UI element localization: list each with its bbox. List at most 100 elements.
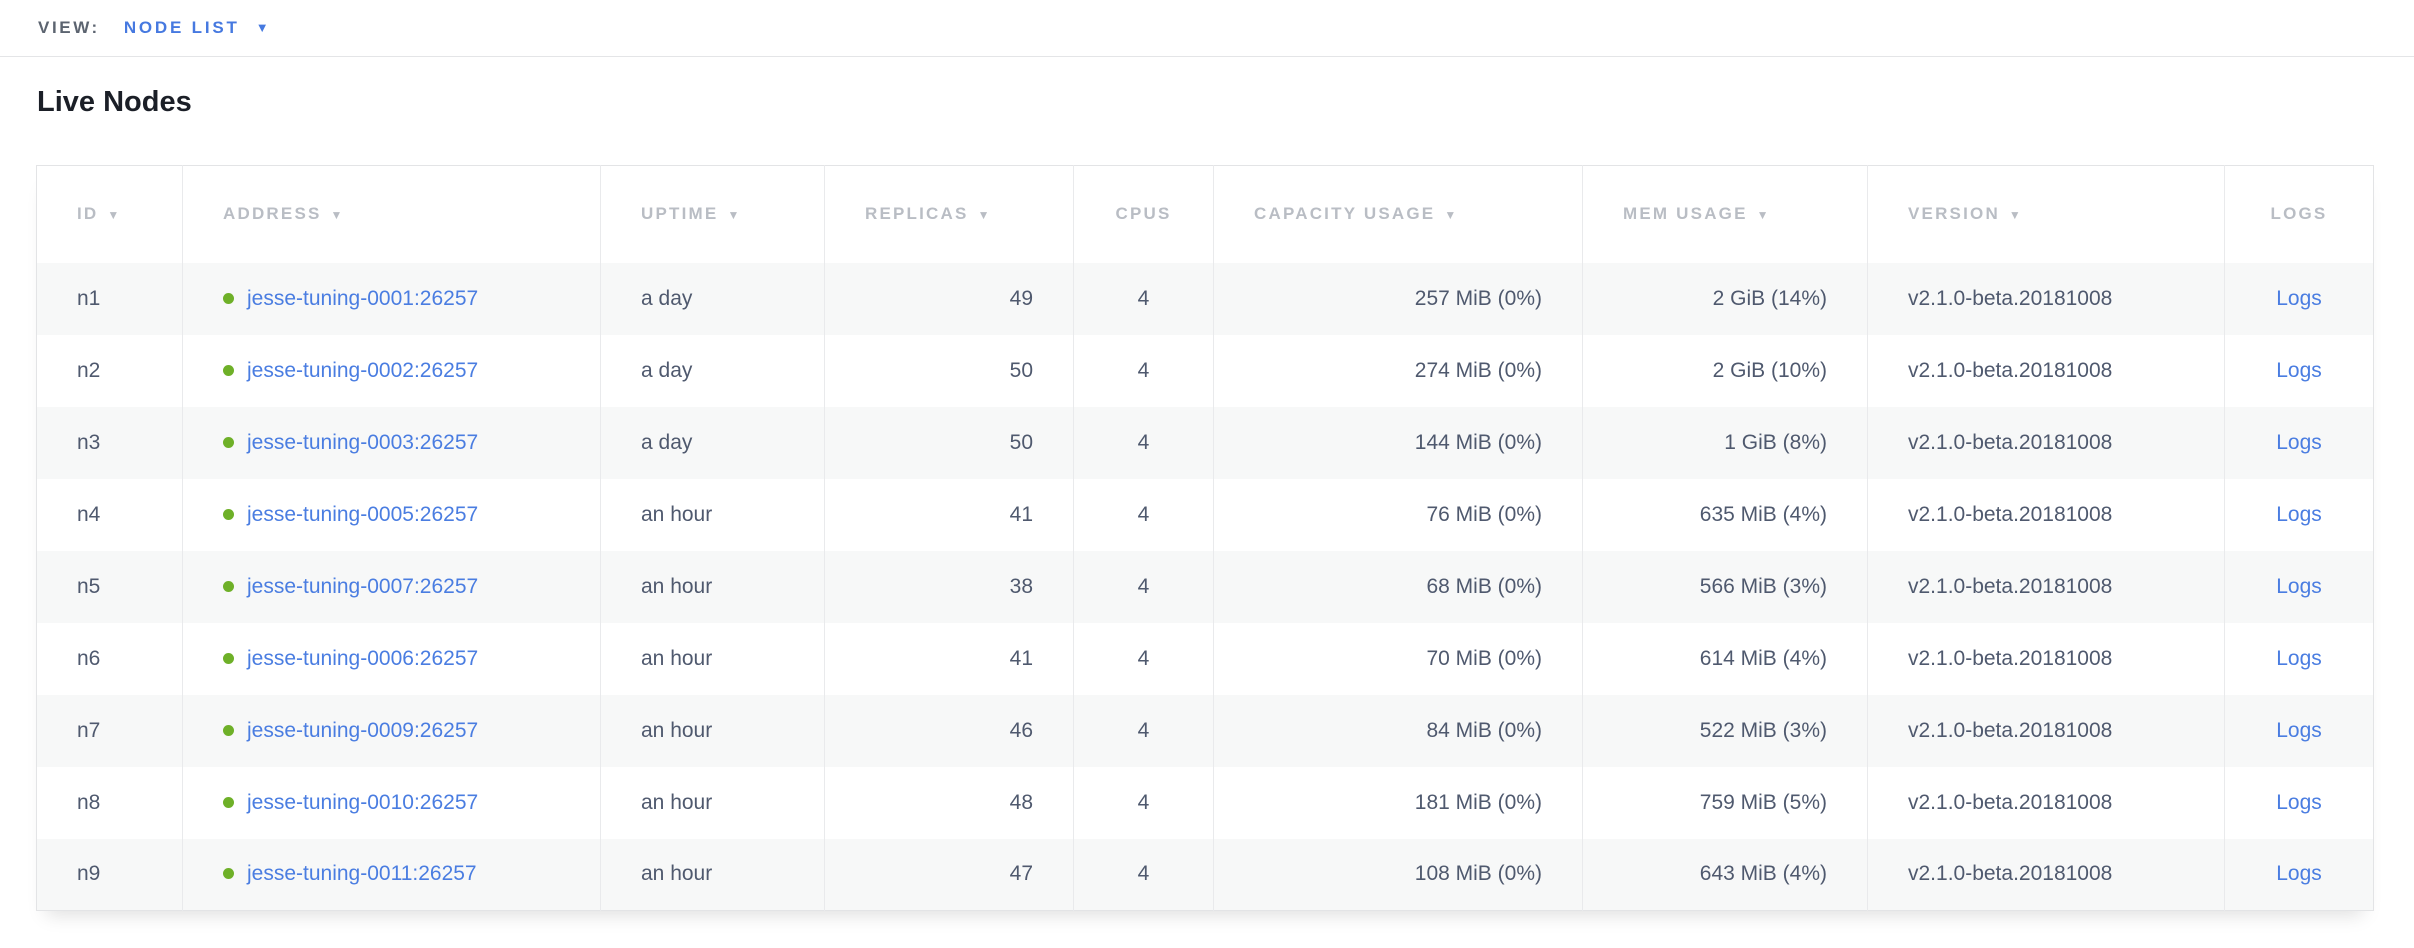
table-row: n4 jesse-tuning-0005:26257 an hour 41 4 … xyxy=(36,478,2374,551)
node-logs-link[interactable]: Logs xyxy=(2276,286,2322,310)
node-version-cell: v2.1.0-beta.20181008 xyxy=(1867,766,2225,839)
node-logs-link[interactable]: Logs xyxy=(2276,358,2322,382)
node-capacity-cell: 144 MiB (0%) xyxy=(1213,406,1583,479)
node-id-cell: n9 xyxy=(36,838,183,911)
node-address-link[interactable]: jesse-tuning-0003:26257 xyxy=(247,430,479,454)
column-header-version[interactable]: VERSION ▼ xyxy=(1867,165,2225,263)
node-logs-cell: Logs xyxy=(2224,334,2374,407)
sort-desc-icon: ▼ xyxy=(977,208,990,223)
node-address-link[interactable]: jesse-tuning-0006:26257 xyxy=(247,646,479,670)
node-live-status-icon xyxy=(223,724,234,736)
node-capacity-cell: 257 MiB (0%) xyxy=(1213,262,1583,335)
node-mem-cell: 2 GiB (14%) xyxy=(1582,262,1868,335)
node-capacity-cell: 84 MiB (0%) xyxy=(1213,694,1583,767)
node-replicas-cell: 47 xyxy=(824,838,1074,911)
column-header-replicas[interactable]: REPLICAS ▼ xyxy=(824,165,1074,263)
node-uptime-cell: an hour xyxy=(600,622,825,695)
node-id-cell: n3 xyxy=(36,406,183,479)
node-uptime-cell: an hour xyxy=(600,694,825,767)
view-label: VIEW: xyxy=(38,18,100,37)
node-version-cell: v2.1.0-beta.20181008 xyxy=(1867,478,2225,551)
node-address-cell: jesse-tuning-0011:26257 xyxy=(182,838,601,911)
node-cpus-cell: 4 xyxy=(1073,694,1214,767)
node-capacity-cell: 70 MiB (0%) xyxy=(1213,622,1583,695)
table-row: n9 jesse-tuning-0011:26257 an hour 47 4 … xyxy=(36,838,2374,911)
node-logs-cell: Logs xyxy=(2224,262,2374,335)
node-address-cell: jesse-tuning-0010:26257 xyxy=(182,766,601,839)
node-live-status-icon xyxy=(223,436,234,448)
node-address-link[interactable]: jesse-tuning-0002:26257 xyxy=(247,358,479,382)
column-header-mem-usage[interactable]: MEM USAGE ▼ xyxy=(1582,165,1868,263)
sort-desc-icon: ▼ xyxy=(727,208,740,223)
table-row: n6 jesse-tuning-0006:26257 an hour 41 4 … xyxy=(36,622,2374,695)
node-uptime-cell: an hour xyxy=(600,550,825,623)
node-version-cell: v2.1.0-beta.20181008 xyxy=(1867,694,2225,767)
node-address-cell: jesse-tuning-0002:26257 xyxy=(182,334,601,407)
node-logs-cell: Logs xyxy=(2224,406,2374,479)
node-id-cell: n6 xyxy=(36,622,183,695)
node-mem-cell: 759 MiB (5%) xyxy=(1582,766,1868,839)
node-capacity-cell: 76 MiB (0%) xyxy=(1213,478,1583,551)
node-address-link[interactable]: jesse-tuning-0009:26257 xyxy=(247,718,479,742)
node-id-cell: n5 xyxy=(36,550,183,623)
sort-desc-icon: ▼ xyxy=(330,208,343,223)
live-nodes-table: ID ▼ ADDRESS ▼ UPTIME ▼ REPLICAS ▼ CPUS CAPA… xyxy=(36,165,2374,911)
node-logs-cell: Logs xyxy=(2224,694,2374,767)
node-address-link[interactable]: jesse-tuning-0005:26257 xyxy=(247,502,479,526)
table-row: n3 jesse-tuning-0003:26257 a day 50 4 14… xyxy=(36,406,2374,479)
node-live-status-icon xyxy=(223,868,234,880)
node-cpus-cell: 4 xyxy=(1073,478,1214,551)
node-version-cell: v2.1.0-beta.20181008 xyxy=(1867,550,2225,623)
node-replicas-cell: 41 xyxy=(824,478,1074,551)
node-id-cell: n2 xyxy=(36,334,183,407)
node-live-status-icon xyxy=(223,364,234,376)
node-capacity-cell: 108 MiB (0%) xyxy=(1213,838,1583,911)
node-mem-cell: 614 MiB (4%) xyxy=(1582,622,1868,695)
view-selected-value: NODE LIST xyxy=(123,18,240,37)
node-version-cell: v2.1.0-beta.20181008 xyxy=(1867,262,2225,335)
node-replicas-cell: 48 xyxy=(824,766,1074,839)
node-address-link[interactable]: jesse-tuning-0001:26257 xyxy=(247,286,479,310)
node-logs-link[interactable]: Logs xyxy=(2276,646,2322,670)
node-logs-link[interactable]: Logs xyxy=(2276,502,2322,526)
node-address-cell: jesse-tuning-0009:26257 xyxy=(182,694,601,767)
node-address-link[interactable]: jesse-tuning-0011:26257 xyxy=(247,862,477,886)
column-header-capacity-usage[interactable]: CAPACITY USAGE ▼ xyxy=(1213,165,1583,263)
node-mem-cell: 522 MiB (3%) xyxy=(1582,694,1868,767)
view-selector-dropdown[interactable]: NODE LIST ▼ xyxy=(124,18,269,38)
node-address-cell: jesse-tuning-0007:26257 xyxy=(182,550,601,623)
node-logs-cell: Logs xyxy=(2224,550,2374,623)
node-cpus-cell: 4 xyxy=(1073,622,1214,695)
table-row: n2 jesse-tuning-0002:26257 a day 50 4 27… xyxy=(36,334,2374,407)
node-logs-link[interactable]: Logs xyxy=(2276,862,2322,886)
node-replicas-cell: 50 xyxy=(824,406,1074,479)
node-capacity-cell: 68 MiB (0%) xyxy=(1213,550,1583,623)
node-logs-cell: Logs xyxy=(2224,766,2374,839)
sort-desc-icon: ▼ xyxy=(1756,208,1769,223)
node-address-link[interactable]: jesse-tuning-0010:26257 xyxy=(247,790,479,814)
node-logs-link[interactable]: Logs xyxy=(2276,790,2322,814)
node-replicas-cell: 49 xyxy=(824,262,1074,335)
node-logs-link[interactable]: Logs xyxy=(2276,430,2322,454)
node-cpus-cell: 4 xyxy=(1073,838,1214,911)
node-mem-cell: 2 GiB (10%) xyxy=(1582,334,1868,407)
table-row: n8 jesse-tuning-0010:26257 an hour 48 4 … xyxy=(36,766,2374,839)
node-capacity-cell: 274 MiB (0%) xyxy=(1213,334,1583,407)
node-mem-cell: 1 GiB (8%) xyxy=(1582,406,1868,479)
column-header-id[interactable]: ID ▼ xyxy=(36,165,183,263)
column-header-uptime[interactable]: UPTIME ▼ xyxy=(600,165,825,263)
table-row: n1 jesse-tuning-0001:26257 a day 49 4 25… xyxy=(36,262,2374,335)
node-logs-link[interactable]: Logs xyxy=(2276,574,2322,598)
node-logs-cell: Logs xyxy=(2224,478,2374,551)
column-header-address[interactable]: ADDRESS ▼ xyxy=(182,165,601,263)
node-live-status-icon xyxy=(223,796,234,808)
node-address-link[interactable]: jesse-tuning-0007:26257 xyxy=(247,574,479,598)
node-logs-link[interactable]: Logs xyxy=(2276,718,2322,742)
node-cpus-cell: 4 xyxy=(1073,262,1214,335)
node-address-cell: jesse-tuning-0005:26257 xyxy=(182,478,601,551)
view-bar: VIEW: NODE LIST ▼ xyxy=(0,0,2414,57)
node-id-cell: n8 xyxy=(36,766,183,839)
node-live-status-icon xyxy=(223,508,234,520)
node-mem-cell: 635 MiB (4%) xyxy=(1582,478,1868,551)
node-uptime-cell: a day xyxy=(600,406,825,479)
